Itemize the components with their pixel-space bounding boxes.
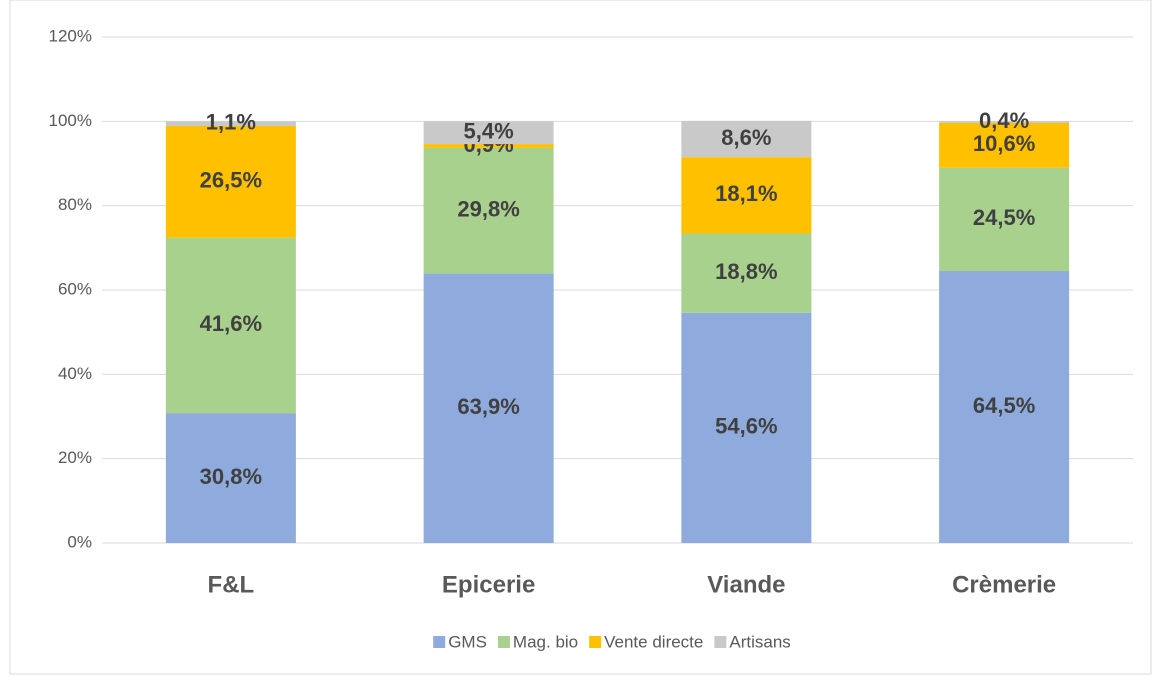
- y-tick-label: 20%: [58, 448, 92, 467]
- data-label: 64,5%: [973, 393, 1035, 418]
- bar-segment: [165, 413, 296, 543]
- bar-segment: [939, 271, 1070, 543]
- legend-label: Mag. bio: [513, 632, 578, 651]
- x-tick-label: Viande: [707, 571, 785, 598]
- data-label: 41,6%: [200, 311, 262, 336]
- y-tick-label: 120%: [49, 26, 92, 45]
- data-label: 63,9%: [457, 394, 519, 419]
- bar-segment: [165, 237, 296, 414]
- bar-segment: [681, 157, 812, 234]
- bar-segment: [681, 120, 812, 158]
- data-label: 0,4%: [979, 108, 1029, 133]
- bar-segment: [939, 167, 1070, 272]
- bar-segment: [165, 125, 296, 238]
- legend-swatch: [433, 636, 446, 648]
- x-tick-label: Crèmerie: [952, 571, 1056, 598]
- y-tick-label: 40%: [58, 364, 92, 383]
- data-label: 54,6%: [715, 414, 777, 439]
- data-label: 18,8%: [715, 259, 777, 284]
- bar-segment: [423, 147, 554, 274]
- y-tick-label: 60%: [58, 279, 92, 298]
- bar-segment: [681, 312, 812, 543]
- bar-segment: [681, 233, 812, 313]
- legend-swatch: [497, 636, 510, 648]
- y-tick-label: 80%: [58, 195, 92, 214]
- legend-label: Artisans: [729, 632, 790, 651]
- y-tick-label: 0%: [67, 532, 92, 551]
- x-tick-label: F&L: [208, 571, 255, 598]
- data-label: 29,8%: [457, 197, 519, 222]
- legend-label: GMS: [448, 632, 487, 651]
- data-label: 10,6%: [973, 131, 1035, 156]
- bar-segment: [939, 121, 1070, 124]
- legend-swatch: [589, 636, 602, 648]
- bar-segment: [165, 121, 296, 126]
- bar-segment: [423, 144, 554, 148]
- legend-swatch: [714, 636, 727, 648]
- data-label: 26,5%: [200, 168, 262, 193]
- data-label: 30,8%: [200, 464, 262, 489]
- legend-label: Vente directe: [604, 632, 703, 651]
- bar-segment: [423, 121, 554, 145]
- data-label: 1,1%: [206, 109, 256, 134]
- bar-segment: [423, 273, 554, 543]
- data-label: 18,1%: [715, 181, 777, 206]
- data-label: 5,4%: [464, 119, 514, 144]
- data-label: 24,5%: [973, 205, 1035, 230]
- data-label: 8,6%: [721, 125, 771, 150]
- bar-segment: [939, 123, 1070, 168]
- y-tick-label: 100%: [49, 111, 92, 130]
- x-tick-label: Epicerie: [442, 571, 535, 598]
